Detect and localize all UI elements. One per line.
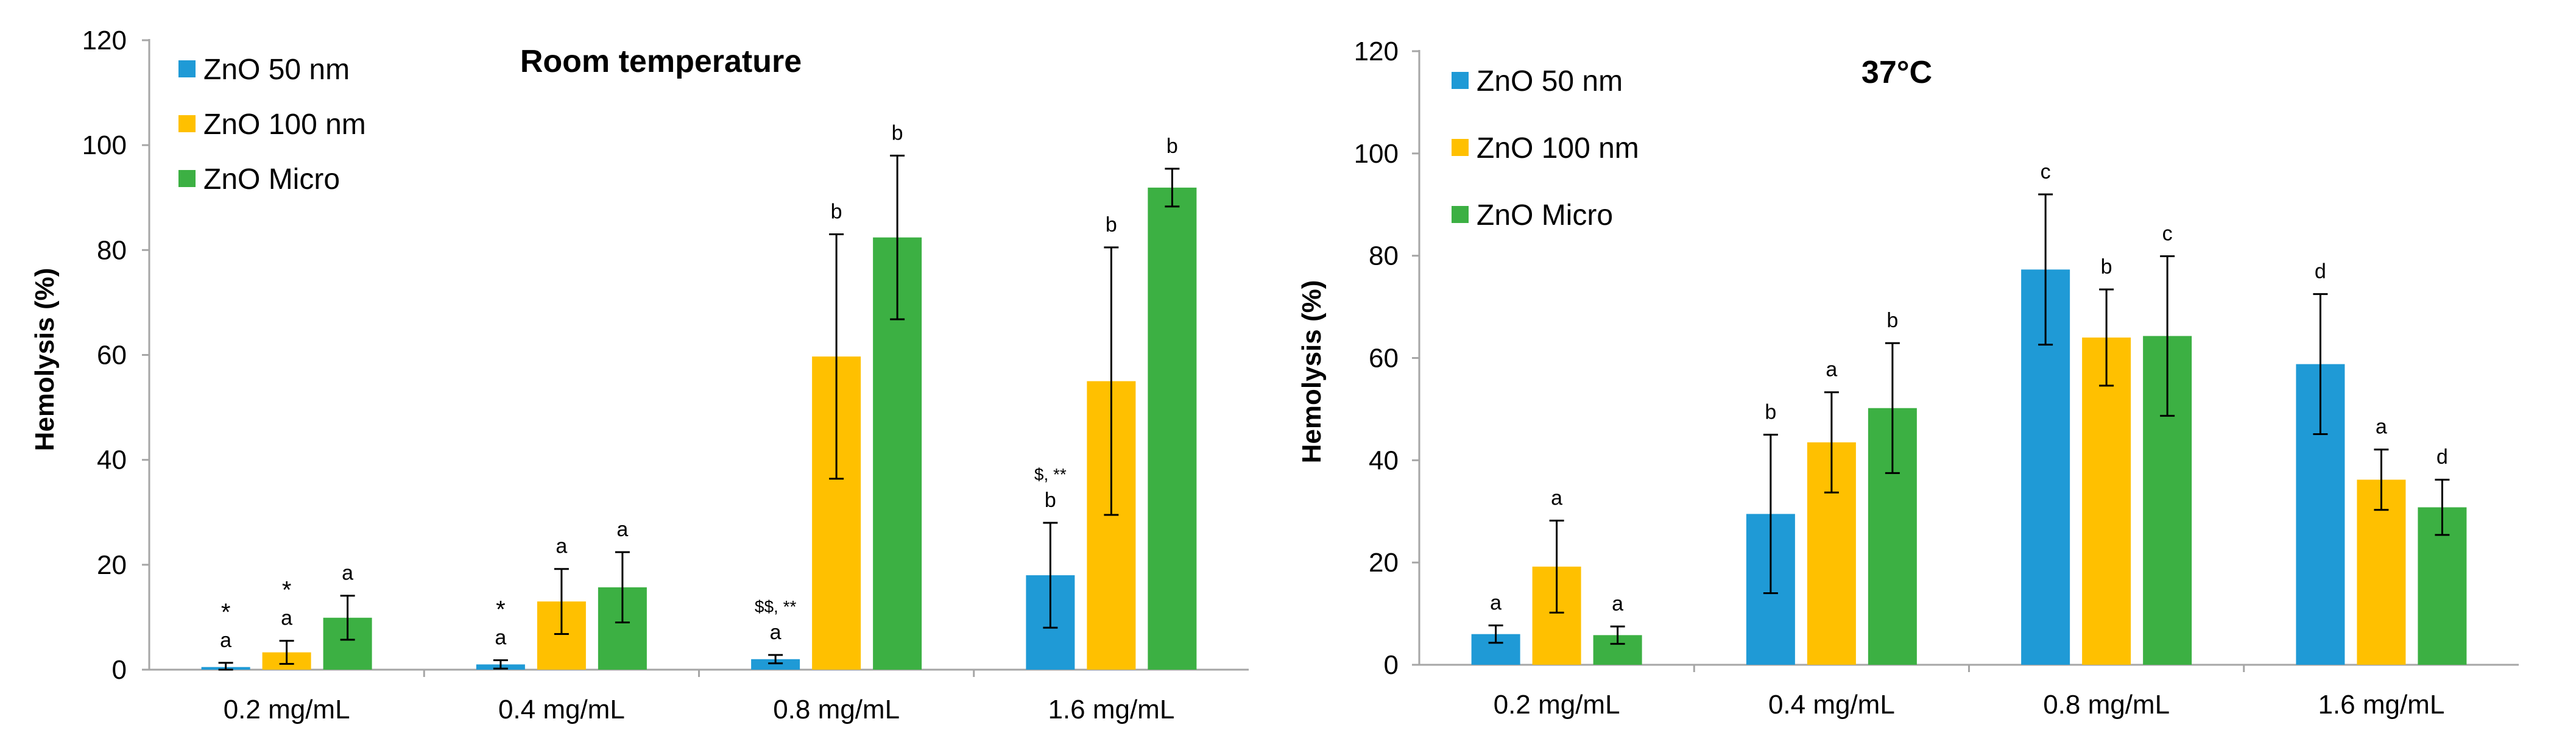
significance-label: * xyxy=(496,597,506,623)
y-axis-label: Hemolysis (%) xyxy=(1297,280,1327,464)
significance-label: c xyxy=(2162,222,2173,246)
significance-label: a xyxy=(1612,592,1623,615)
significance-label: a xyxy=(1551,486,1562,509)
y-tick-label: 100 xyxy=(1354,139,1399,169)
significance-label: $, ** xyxy=(1034,465,1067,484)
legend-item: ZnO Micro xyxy=(178,163,340,196)
legend-swatch-zno-micro xyxy=(1452,206,1469,223)
legend: ZnO 50 nm ZnO 100 nm ZnO Micro xyxy=(178,54,366,196)
y-tick-label: 100 xyxy=(82,130,127,160)
x-tick-label: 0.4 mg/mL xyxy=(498,695,625,725)
significance-label: a xyxy=(556,535,567,558)
y-tick-label: 60 xyxy=(1369,344,1399,374)
significance-label: a xyxy=(220,629,231,652)
y-tick-label: 0 xyxy=(112,655,127,685)
significance-label: a xyxy=(1490,591,1501,614)
significance-label: a xyxy=(770,621,782,644)
legend-item: ZnO 100 nm xyxy=(178,108,366,141)
legend-label: ZnO 50 nm xyxy=(203,54,350,86)
legend-item: ZnO Micro xyxy=(1452,199,1613,232)
significance-label: a xyxy=(1826,358,1837,381)
x-tick-label: 0.8 mg/mL xyxy=(773,695,900,725)
significance-label: a xyxy=(495,626,506,650)
significance-label: b xyxy=(831,200,842,224)
y-tick-label: 40 xyxy=(1369,445,1399,475)
chart-title: Room temperature xyxy=(520,44,802,79)
x-tick-label: 0.4 mg/mL xyxy=(1768,690,1895,720)
legend-label: ZnO 100 nm xyxy=(203,108,366,141)
legend: ZnO 50 nm ZnO 100 nm ZnO Micro xyxy=(1452,65,1639,232)
legend-item: ZnO 50 nm xyxy=(1452,65,1623,97)
significance-label: $$, ** xyxy=(755,597,797,616)
significance-label: a xyxy=(2376,416,2387,439)
legend-label: ZnO Micro xyxy=(203,163,340,196)
significance-label: b xyxy=(1765,400,1776,423)
significance-label: b xyxy=(1106,213,1117,236)
significance-label: b xyxy=(892,121,903,144)
y-tick-label: 20 xyxy=(97,550,127,580)
significance-label: * xyxy=(221,599,231,626)
y-tick-label: 20 xyxy=(1369,548,1399,578)
significance-label: d xyxy=(2437,445,2448,469)
y-tick-label: 80 xyxy=(97,235,127,265)
bar xyxy=(2082,337,2131,665)
significance-label: * xyxy=(282,577,292,604)
legend-swatch-zno-50nm xyxy=(1452,72,1469,89)
legend-item: ZnO 50 nm xyxy=(178,54,350,86)
significance-label: a xyxy=(616,518,628,541)
significance-label: a xyxy=(342,562,353,585)
y-tick-label: 40 xyxy=(97,445,127,475)
x-tick-label: 1.6 mg/mL xyxy=(1048,695,1174,725)
legend-item: ZnO 100 nm xyxy=(1452,132,1639,165)
significance-label: d xyxy=(2315,260,2326,283)
significance-label: b xyxy=(1886,309,1898,332)
legend-swatch-zno-50nm xyxy=(178,60,196,77)
legend-label: ZnO Micro xyxy=(1477,199,1613,232)
y-tick-label: 120 xyxy=(82,26,127,55)
y-tick-label: 60 xyxy=(97,341,127,370)
chart-panel-37c: Hemolysis (%) 37°C ZnO 50 nm ZnO 100 nm … xyxy=(1297,37,2519,720)
legend-swatch-zno-100nm xyxy=(178,115,196,132)
legend-swatch-zno-100nm xyxy=(1452,139,1469,156)
y-tick-label: 80 xyxy=(1369,241,1399,271)
x-tick-label: 0.2 mg/mL xyxy=(224,695,350,725)
legend-swatch-zno-micro xyxy=(178,170,196,187)
significance-label: b xyxy=(1045,489,1056,512)
x-tick-label: 1.6 mg/mL xyxy=(2318,690,2444,720)
chart-title: 37°C xyxy=(1861,55,1932,90)
legend-label: ZnO 50 nm xyxy=(1477,65,1623,97)
significance-label: c xyxy=(2041,160,2051,183)
significance-label: a xyxy=(281,607,292,630)
bar xyxy=(751,659,800,670)
y-tick-label: 0 xyxy=(1384,650,1399,680)
bar xyxy=(1148,187,1197,670)
chart-panel-room-temperature: Hemolysis (%) Room temperature ZnO 50 nm… xyxy=(30,26,1249,725)
x-tick-label: 0.2 mg/mL xyxy=(1494,690,1620,720)
x-tick-label: 0.8 mg/mL xyxy=(2043,690,2170,720)
significance-label: b xyxy=(1166,135,1178,158)
y-tick-label: 120 xyxy=(1354,37,1399,66)
significance-label: b xyxy=(2101,255,2112,278)
y-axis-label: Hemolysis (%) xyxy=(30,268,60,452)
legend-label: ZnO 100 nm xyxy=(1477,132,1639,165)
